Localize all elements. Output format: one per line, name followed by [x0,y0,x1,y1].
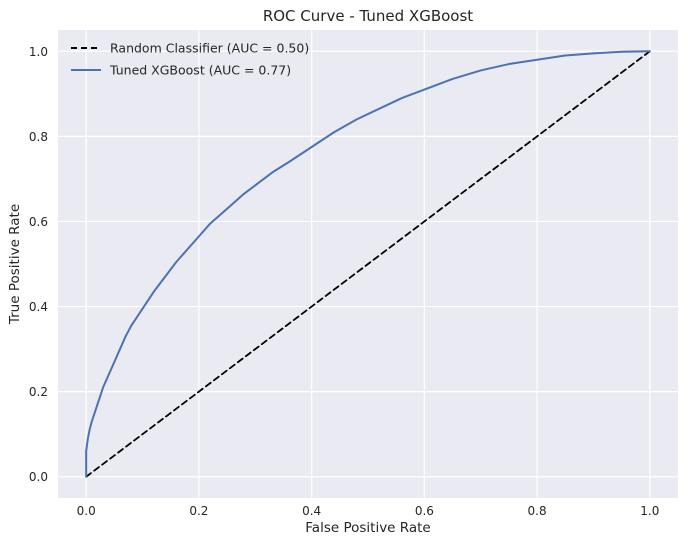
series-lines [85,50,651,478]
y-tick-label: 1.0 [29,45,48,59]
chart-title: ROC Curve - Tuned XGBoost [263,7,473,25]
y-tick-label: 0.0 [29,470,48,484]
x-tick-label: 0.2 [189,504,208,518]
x-tick-label: 0.8 [528,504,547,518]
y-tick-label: 0.4 [29,300,48,314]
legend-label-random-classifier: Random Classifier (AUC = 0.50) [110,41,309,56]
y-tick-label: 0.6 [29,215,48,229]
series-line-tuned-xgboost [85,50,651,478]
y-tick-label: 0.8 [29,130,48,144]
x-tick-labels: 0.0 0.2 0.4 0.6 0.8 1.0 [77,504,660,518]
x-tick-label: 0.6 [415,504,434,518]
y-tick-labels: 0.0 0.2 0.4 0.6 0.8 1.0 [29,45,48,484]
x-axis-label: False Positive Rate [305,520,430,536]
x-tick-label: 0.4 [302,504,321,518]
x-tick-label: 0.0 [77,504,96,518]
x-tick-label: 1.0 [640,504,659,518]
y-axis-label: True Positive Rate [7,204,23,325]
legend-label-tuned-xgboost: Tuned XGBoost (AUC = 0.77) [109,63,291,78]
grid-lines [58,30,678,498]
series-line-random-classifier [85,50,651,478]
legend: Random Classifier (AUC = 0.50) Tuned XGB… [71,41,309,78]
y-tick-label: 0.2 [29,385,48,399]
